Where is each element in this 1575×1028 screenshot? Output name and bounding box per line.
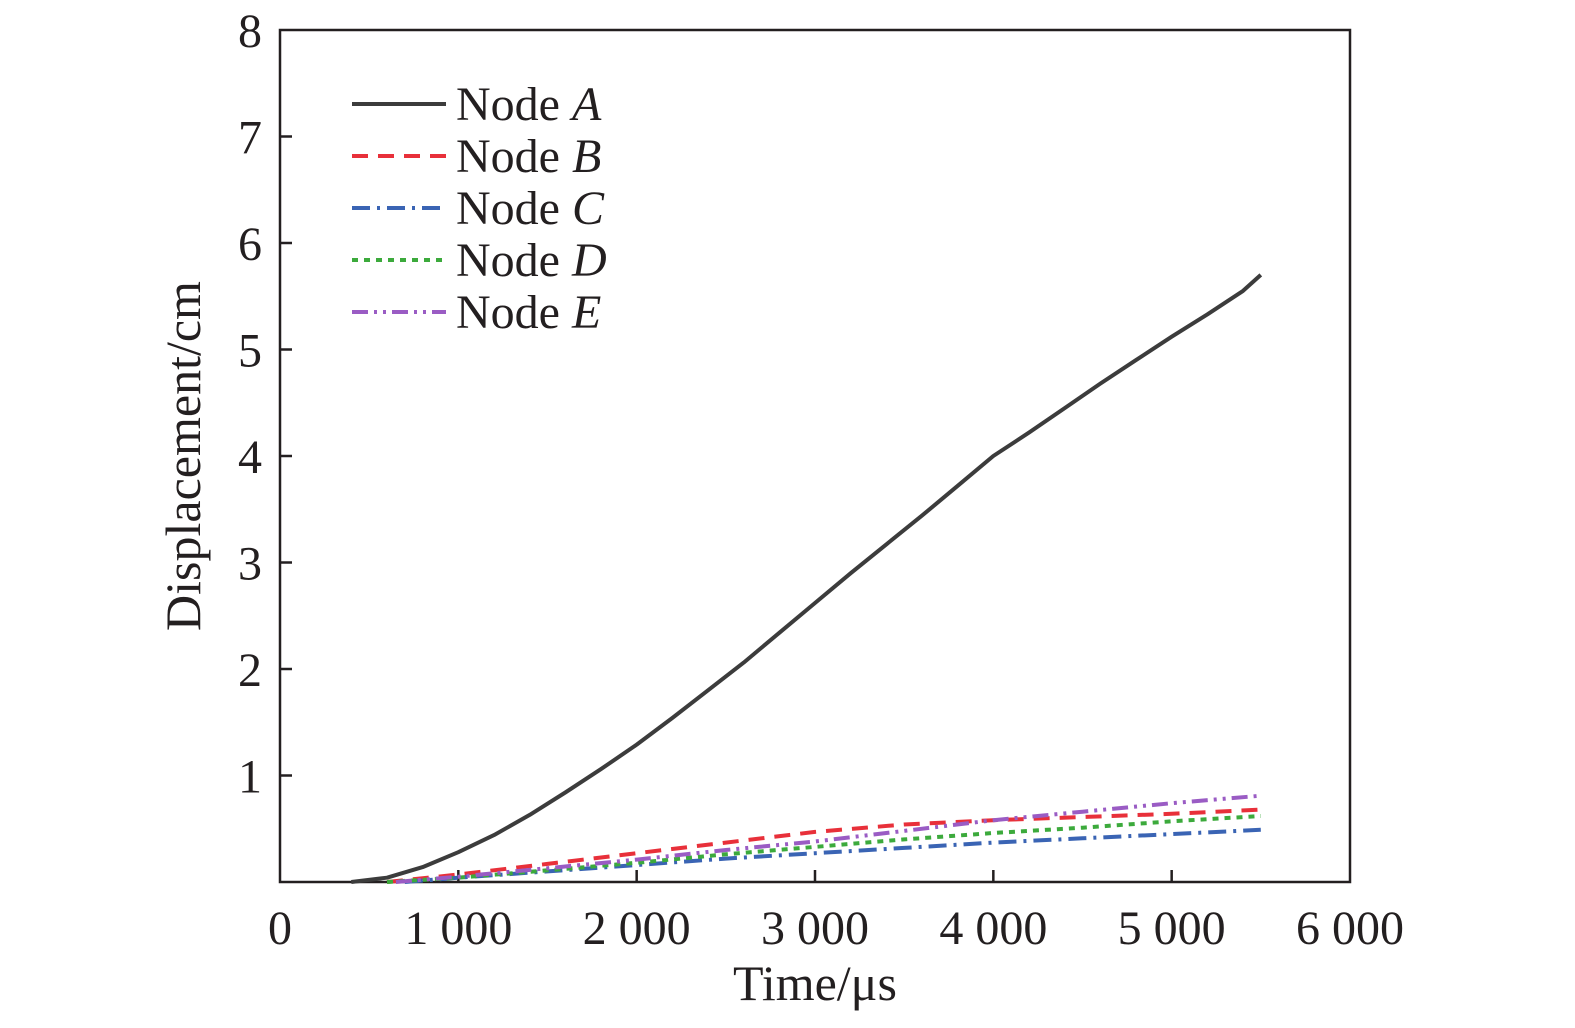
x-axis-ticks: 0 1 000 2 000 3 000 4 000 5 000 6 000	[268, 870, 1404, 955]
legend-label-a: Node A	[456, 78, 602, 131]
x-tick-label: 5 000	[1118, 902, 1226, 955]
series-line-a	[351, 273, 1263, 884]
series-line-b	[386, 807, 1261, 884]
x-tick-label: 0	[268, 902, 292, 955]
x-tick-label: 1 000	[404, 902, 512, 955]
y-tick-label: 1	[238, 751, 262, 804]
series-line-e	[395, 793, 1261, 884]
x-tick-label: 3 000	[761, 902, 869, 955]
y-tick-label: 7	[238, 112, 262, 165]
y-axis-title: Displacement/cm	[155, 281, 211, 631]
y-tick-label: 5	[238, 325, 262, 378]
y-tick-label: 3	[238, 538, 262, 591]
y-tick-label: 4	[238, 431, 262, 484]
y-axis-ticks: 1 2 3 4 5 6 7 8	[238, 5, 292, 804]
y-tick-label: 6	[238, 218, 262, 271]
legend-label-c: Node C	[456, 182, 605, 235]
series-line-c	[404, 827, 1261, 884]
y-tick-label: 8	[238, 5, 262, 58]
legend-label-b: Node B	[456, 130, 601, 183]
legend-label-d: Node D	[456, 234, 607, 287]
legend-label-e: Node E	[456, 286, 601, 339]
y-tick-label: 2	[238, 644, 262, 697]
x-tick-label: 6 000	[1296, 902, 1404, 955]
x-tick-label: 2 000	[583, 902, 691, 955]
series-layer	[351, 273, 1263, 884]
x-axis-title: Time/μs	[733, 955, 897, 1011]
x-tick-label: 4 000	[939, 902, 1047, 955]
